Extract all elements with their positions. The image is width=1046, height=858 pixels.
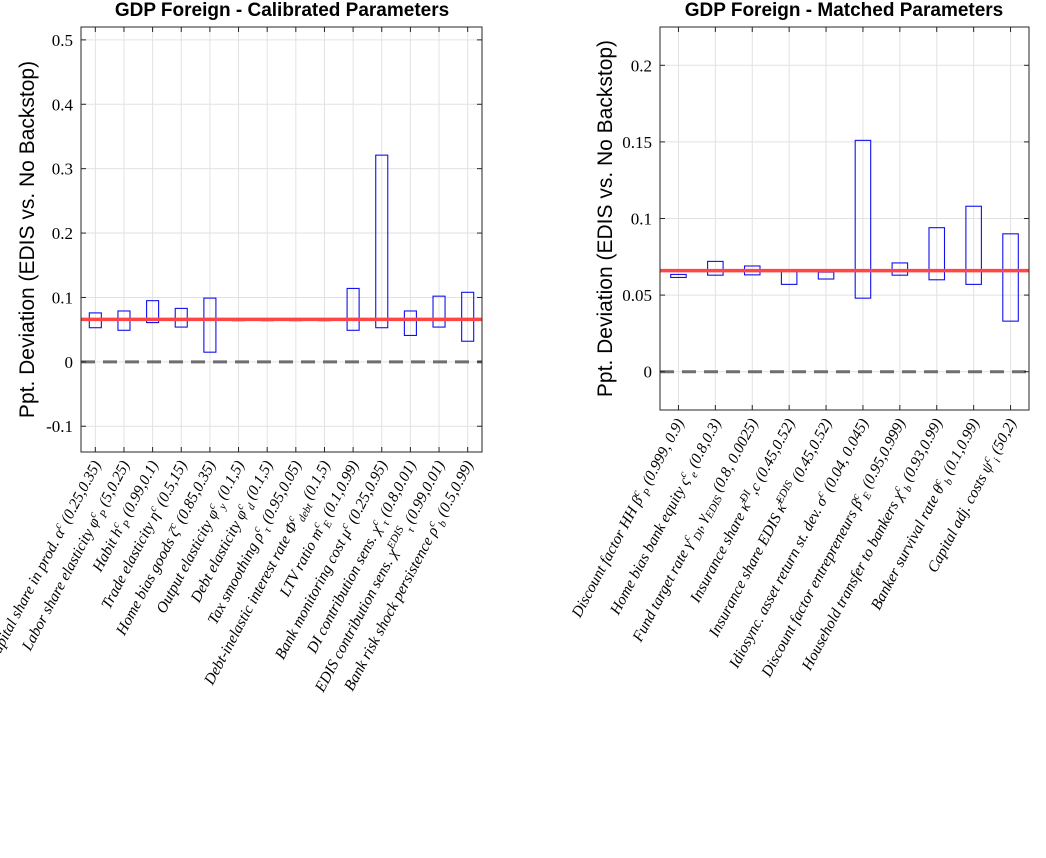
range-bar <box>461 291 475 342</box>
range-bar <box>346 287 360 331</box>
range-bar <box>203 297 217 353</box>
range-bar <box>670 273 687 279</box>
x-category-label: Idiosync. asset return st. dev. σc (0.04… <box>724 415 873 672</box>
y-tick-label: -0.1 <box>46 417 73 436</box>
range-bar <box>854 139 872 299</box>
calibrated-parameters-panel: -0.1 0 0.1 0.2 0.3 0.4 0.5 Capital share in pro… <box>0 0 483 696</box>
range-bar <box>375 154 389 329</box>
range-bar <box>403 310 417 336</box>
y-tick-label: 0.1 <box>631 210 652 229</box>
y-tick-label: 0.15 <box>622 133 652 152</box>
plot-area <box>81 27 482 452</box>
y-tick-label: 0 <box>644 363 653 382</box>
chart-title: GDP Foreign - Matched Parameters <box>685 0 1004 21</box>
range-bar <box>707 260 724 276</box>
y-tick-label: 0.2 <box>631 56 652 75</box>
y-tick-label: 0.5 <box>52 31 73 50</box>
y-axis-label: Ppt. Deviation (EDIS vs. No Backstop) <box>594 40 617 397</box>
y-tick-label: 0.05 <box>622 286 652 305</box>
range-bar <box>965 205 982 285</box>
y-tick-label: 0 <box>65 353 74 372</box>
y-tick-label: 0.3 <box>52 160 73 179</box>
range-bar <box>432 295 446 328</box>
range-bar <box>1002 233 1019 322</box>
y-tick-label: 0.1 <box>52 288 73 307</box>
chart-title: GDP Foreign - Calibrated Parameters <box>115 0 449 21</box>
y-tick-label: 0.4 <box>52 95 74 114</box>
range-bar <box>928 227 946 281</box>
axes-box <box>80 26 483 453</box>
x-category-label: Capital share in prod. αc (0.25,0.35) <box>0 457 105 665</box>
y-axis-label: Ppt. Deviation (EDIS vs. No Backstop) <box>16 61 39 418</box>
y-tick-label: 0.2 <box>52 224 73 243</box>
range-bar <box>146 300 160 324</box>
